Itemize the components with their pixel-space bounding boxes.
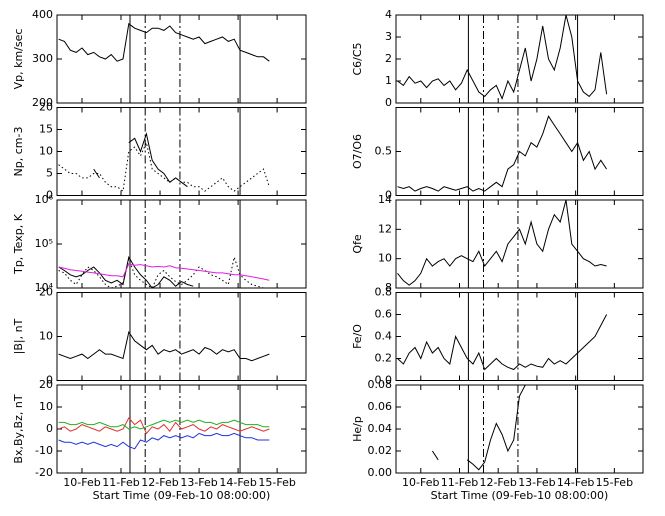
y-tick-label: 15	[39, 123, 53, 136]
y-axis-label: O7/O6	[351, 134, 364, 169]
plot-frame	[56, 292, 307, 381]
data-line	[397, 199, 607, 286]
y-axis-label: Bx,By,Bz, nT	[12, 394, 25, 463]
data-line	[431, 384, 526, 471]
data-line	[397, 14, 608, 100]
data-line	[58, 263, 270, 281]
y-tick-label: 4	[385, 8, 392, 21]
y-tick-label: 1	[385, 74, 392, 87]
y-tick-label: 10	[39, 330, 53, 343]
x-tick-label: 10-Feb	[402, 476, 439, 489]
y-tick-label: 10⁴	[35, 281, 54, 294]
x-tick-label: 10-Feb	[63, 476, 100, 489]
data-line	[58, 255, 194, 289]
y-axis-label: C6/C5	[351, 42, 364, 75]
y-axis-label: |B|, nT	[12, 318, 25, 354]
y-tick-label: 0	[46, 422, 53, 435]
y-axis-label: Qfe	[351, 234, 364, 254]
y-tick-label: 0.6	[375, 308, 393, 321]
y-axis-label: Fe/O	[351, 324, 364, 349]
plot-frame	[395, 199, 644, 289]
y-tick-label: 0.08	[368, 378, 393, 391]
y-axis-label: Vp, km/sec	[12, 29, 25, 90]
plot-frame	[56, 199, 307, 289]
y-axis-label: Tp, Texp, K	[12, 213, 25, 275]
y-tick-label: 400	[32, 8, 53, 21]
y-tick-label: 0	[385, 96, 392, 109]
data-line	[397, 314, 608, 371]
y-tick-label: 3	[385, 30, 392, 43]
y-tick-label: 0	[46, 189, 53, 202]
y-tick-label: 10	[378, 252, 392, 265]
y-tick-label: 0.00	[368, 466, 393, 479]
y-tick-label: 2	[385, 52, 392, 65]
y-tick-label: 300	[32, 52, 53, 65]
x-axis-label: Start Time (09-Feb-10 08:00:00)	[431, 489, 609, 502]
data-line	[93, 132, 188, 188]
data-line	[397, 115, 608, 192]
data-line	[58, 417, 270, 435]
y-tick-label: 10	[39, 145, 53, 158]
y-tick-label: 0.5	[375, 145, 393, 158]
x-tick-label: 14-Feb	[557, 476, 594, 489]
y-tick-label: 12	[378, 222, 392, 235]
plot-frame	[395, 292, 644, 381]
x-tick-label: 12-Feb	[479, 476, 516, 489]
y-tick-label: 0.0	[375, 374, 393, 387]
data-line	[58, 432, 270, 450]
y-tick-label: 0.8	[375, 286, 393, 299]
data-line	[58, 141, 270, 193]
x-tick-label: 12-Feb	[141, 476, 178, 489]
data-line	[58, 419, 270, 430]
y-tick-label: 0.2	[375, 352, 393, 365]
y-tick-label: 10	[39, 400, 53, 413]
data-line	[58, 255, 270, 289]
x-tick-label: 13-Feb	[518, 476, 555, 489]
y-tick-label: -10	[35, 444, 53, 457]
y-tick-label: 10⁵	[35, 237, 53, 250]
y-tick-label: 8	[385, 281, 392, 294]
y-tick-label: 0.06	[368, 400, 393, 413]
y-tick-label: 200	[32, 96, 53, 109]
y-tick-label: 0.02	[368, 444, 393, 457]
y-axis-label: He/p	[351, 416, 364, 442]
y-tick-label: 10⁶	[35, 193, 54, 206]
y-tick-label: 0.4	[375, 330, 393, 343]
y-tick-label: 0	[46, 374, 53, 387]
x-tick-label: 11-Feb	[102, 476, 139, 489]
y-tick-label: 20	[39, 286, 53, 299]
x-tick-label: 13-Feb	[180, 476, 217, 489]
y-axis-label: Np, cm-3	[12, 127, 25, 177]
y-tick-label: 0	[385, 189, 392, 202]
data-line	[58, 330, 270, 362]
x-axis-label: Start Time (09-Feb-10 08:00:00)	[93, 489, 271, 502]
y-tick-label: 20	[39, 101, 53, 114]
x-tick-label: 15-Feb	[258, 476, 295, 489]
x-tick-label: 14-Feb	[219, 476, 256, 489]
y-tick-label: 14	[378, 193, 392, 206]
x-tick-label: 15-Feb	[596, 476, 633, 489]
y-tick-label: 5	[46, 167, 53, 180]
y-tick-label: 20	[39, 378, 53, 391]
x-tick-label: 11-Feb	[441, 476, 478, 489]
data-line	[58, 22, 270, 62]
y-tick-label: 0.04	[368, 422, 393, 435]
plot-frame	[56, 14, 307, 104]
y-tick-label: -20	[35, 466, 53, 479]
